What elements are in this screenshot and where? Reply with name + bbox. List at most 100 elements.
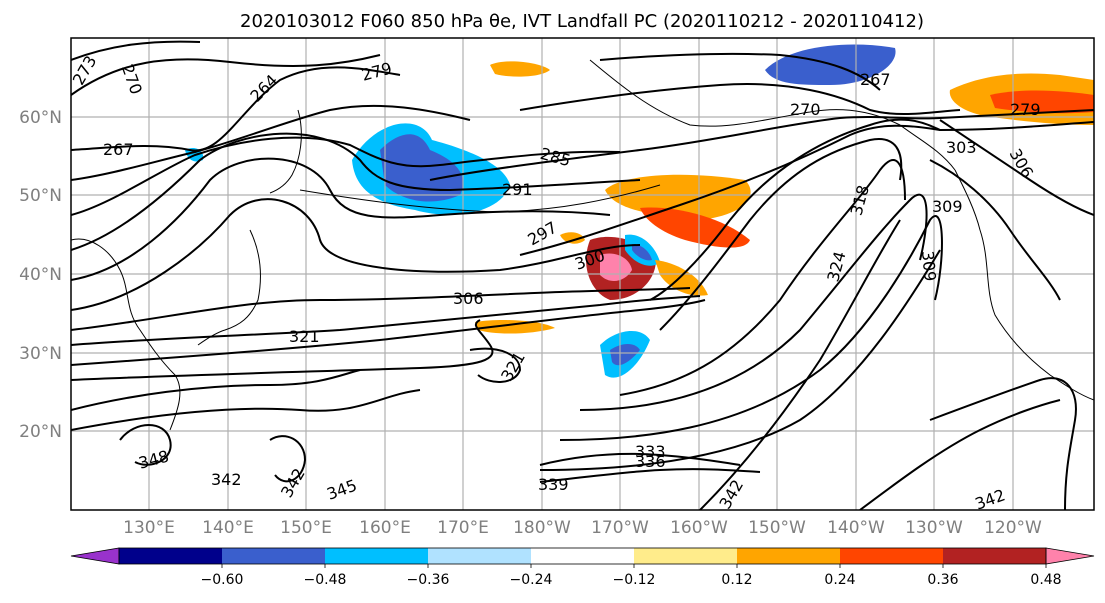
- map-panel: 273 270 264 267 279 267 270 279 285 291 …: [69, 37, 1095, 514]
- contour-line: [699, 219, 901, 510]
- contour-labels: 273 270 264 267 279 267 270 279 285 291 …: [69, 52, 1041, 513]
- contour-line: [649, 118, 941, 301]
- negative-anomaly-core: [610, 344, 640, 366]
- lon-label-180w: 180°W: [513, 518, 571, 538]
- lon-label-130e: 130°E: [123, 518, 175, 538]
- coastlines: [71, 59, 1094, 431]
- colorbar-tick-label: 0.12: [721, 572, 752, 588]
- coastline-north-america: [954, 169, 1094, 401]
- contour-line: [559, 215, 943, 441]
- contour-line: [539, 452, 741, 466]
- contour-line: [71, 54, 381, 96]
- contour-label: 339: [538, 475, 569, 494]
- lat-label-30n: 30°N: [19, 344, 62, 364]
- colorbar-extend-high: [1045, 547, 1095, 565]
- lat-label-40n: 40°N: [19, 265, 62, 285]
- contour-line: [469, 347, 522, 383]
- positive-anomaly-region: [655, 260, 708, 296]
- contour-line: [519, 83, 961, 116]
- positive-anomaly-core: [640, 207, 750, 248]
- negative-anomaly-core: [632, 244, 652, 261]
- contour-line: [429, 109, 1094, 181]
- contour-line: [539, 249, 941, 471]
- colorbar-segment: [840, 548, 943, 564]
- lat-label-20n: 20°N: [19, 422, 62, 442]
- contour-line: [71, 104, 471, 181]
- contour-line: [579, 193, 928, 411]
- colorbar-segment: [222, 548, 325, 564]
- lon-label-160w: 160°W: [670, 518, 728, 538]
- contour-line: [659, 138, 903, 331]
- contour-line: [269, 435, 307, 483]
- colorbar-outline: [118, 547, 1047, 565]
- colorbar-tick-label: 0.24: [824, 572, 855, 588]
- contour-label: 333: [635, 442, 666, 461]
- contour-line: [71, 299, 706, 366]
- colorbar-tick-label: 0.36: [927, 572, 958, 588]
- contour-line: [71, 319, 494, 381]
- lon-label-170e: 170°E: [437, 518, 489, 538]
- lon-label-140w: 140°W: [827, 518, 885, 538]
- colorbar-tick-label: −0.12: [613, 572, 656, 588]
- contour-label: 291: [502, 180, 533, 199]
- latitude-axis: 60°N 50°N 40°N 30°N 20°N: [19, 108, 62, 442]
- lon-label-150w: 150°W: [748, 518, 806, 538]
- contour-label: 309: [918, 250, 940, 282]
- colorbar-segment: [943, 548, 1046, 564]
- contour-label: 342: [211, 470, 242, 489]
- contour-line: [539, 468, 761, 483]
- contour-line: [71, 295, 701, 346]
- coastline-east-asia: [71, 238, 181, 431]
- lon-label-150e: 150°E: [280, 518, 332, 538]
- colorbar-extend-low: [70, 547, 120, 565]
- contour-line: [519, 121, 1094, 256]
- contour-line: [859, 399, 1061, 510]
- contour-line: [71, 132, 641, 251]
- colorbar: −0.60 −0.48 −0.36 −0.24 −0.12 0.12 0.24 0.36 0.4…: [70, 547, 1095, 588]
- colorbar-segment: [119, 548, 222, 564]
- lon-label-130w: 130°W: [905, 518, 963, 538]
- positive-anomaly-region: [475, 320, 555, 334]
- positive-anomaly-core: [990, 90, 1094, 114]
- coastline-alaska: [589, 59, 956, 171]
- lon-label-120w: 120°W: [984, 518, 1042, 538]
- contour-label: 306: [453, 289, 484, 308]
- colorbar-tick-label: 0.48: [1030, 572, 1061, 588]
- contour-line: [71, 369, 361, 411]
- contour-line: [939, 119, 1094, 216]
- colorbar-segment: [531, 548, 634, 564]
- colorbar-tick-label: −0.48: [304, 572, 347, 588]
- lon-label-160e: 160°E: [359, 518, 411, 538]
- contour-label: 270: [790, 100, 821, 119]
- contour-label: 303: [946, 138, 977, 157]
- contour-line: [71, 389, 421, 431]
- positive-anomaly-region: [490, 61, 550, 77]
- lat-label-50n: 50°N: [19, 186, 62, 206]
- theta-e-contours: [71, 40, 1094, 510]
- contour-label: 336: [635, 452, 666, 471]
- contour-line: [929, 377, 1077, 510]
- map-frame: [70, 37, 1095, 511]
- contour-line: [71, 198, 641, 311]
- contour-line: [71, 287, 691, 331]
- lon-label-170w: 170°W: [591, 518, 649, 538]
- colorbar-segment: [428, 548, 531, 564]
- coastline-kamchatka: [269, 109, 302, 194]
- colorbar-tick-label: −0.36: [407, 572, 450, 588]
- colorbar-tick-label: −0.24: [510, 572, 553, 588]
- contour-label: 309: [932, 197, 963, 216]
- contour-line: [71, 157, 611, 281]
- contour-line: [71, 66, 401, 152]
- colorbar-segment: [737, 548, 840, 564]
- lon-label-140e: 140°E: [202, 518, 254, 538]
- contour-line: [119, 424, 172, 466]
- contour-label: 267: [103, 140, 134, 159]
- colorbar-tick-label: −0.60: [201, 572, 244, 588]
- contour-line: [71, 136, 621, 216]
- contour-label: 267: [860, 70, 891, 89]
- contour-label: 279: [1010, 100, 1041, 119]
- contour-line: [71, 40, 201, 61]
- positive-anomaly-region: [560, 232, 585, 244]
- contour-line: [929, 159, 1061, 301]
- colorbar-segment: [325, 548, 428, 564]
